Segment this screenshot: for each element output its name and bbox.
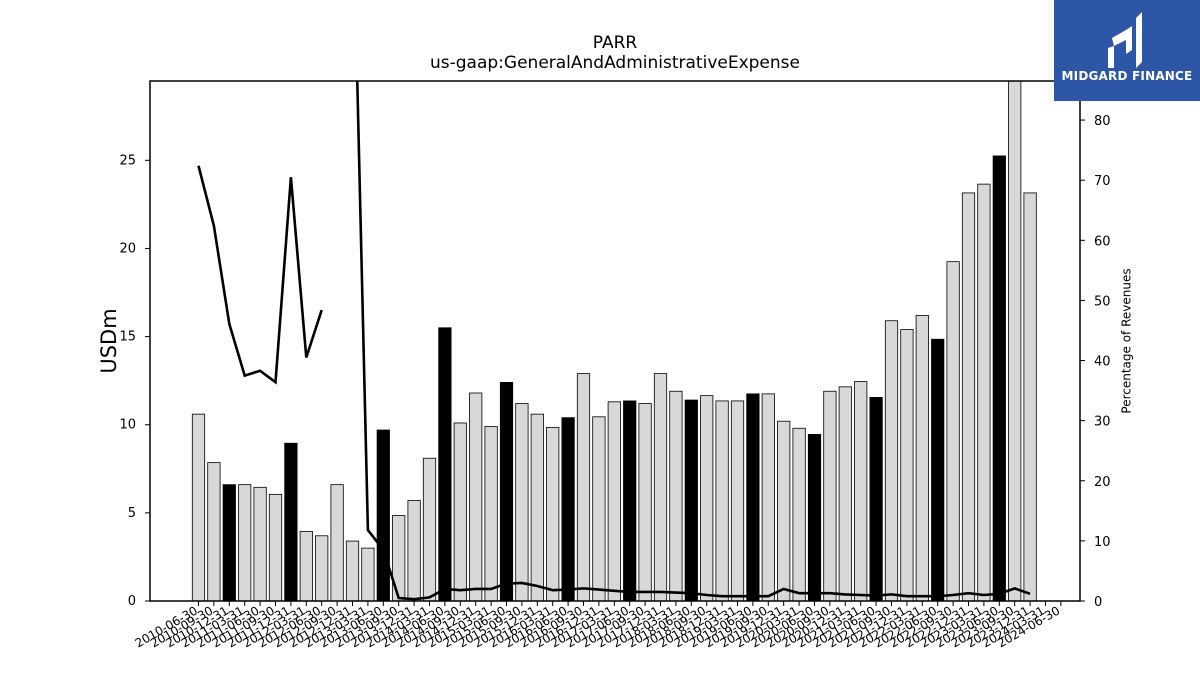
bar — [469, 392, 483, 602]
bar — [777, 420, 791, 602]
y2-tick-label: 0 — [1094, 595, 1102, 610]
bar — [977, 183, 991, 602]
x-axis: 2010-06-302010-09-302010-12-312011-03-31… — [133, 601, 1062, 650]
brand-logo: MIDGARD FINANCE — [1054, 0, 1200, 101]
bar — [854, 381, 868, 602]
bar — [761, 393, 775, 602]
bar — [838, 386, 852, 602]
bar — [730, 400, 745, 602]
revenue-pct-line — [355, 81, 1031, 601]
bar — [530, 413, 544, 602]
y-tick-label: 0 — [128, 594, 136, 609]
y-tick-label: 20 — [119, 241, 136, 256]
y-axis-left: 0 5 10 15 20 25 — [119, 153, 150, 609]
bar — [669, 390, 683, 602]
bar — [684, 399, 698, 602]
bar — [807, 434, 822, 602]
bar — [653, 373, 668, 602]
bar — [715, 400, 729, 602]
bar — [946, 261, 960, 602]
bar — [638, 403, 652, 602]
bar — [961, 192, 976, 602]
plot-frame — [149, 80, 1081, 602]
bar — [330, 484, 344, 602]
bar — [268, 493, 283, 602]
bar — [915, 315, 929, 602]
logo-mark-icon — [1108, 12, 1142, 68]
bar — [345, 540, 360, 602]
bar — [361, 547, 375, 602]
bar — [884, 320, 899, 602]
bars-layer — [191, 80, 1037, 602]
y2-tick-label: 30 — [1094, 415, 1111, 430]
bar — [284, 442, 298, 602]
bar — [1008, 80, 1022, 602]
y2-tick-label: 40 — [1094, 355, 1111, 370]
bar — [222, 484, 236, 602]
bar — [422, 457, 437, 602]
bar — [561, 417, 575, 602]
bar — [207, 462, 221, 602]
bar — [438, 327, 452, 602]
bar — [484, 426, 498, 602]
y-tick-label: 10 — [119, 418, 136, 433]
bar — [376, 429, 390, 602]
bar — [407, 500, 421, 602]
y-tick-label: 5 — [128, 506, 136, 521]
y2-tick-label: 50 — [1094, 294, 1111, 309]
bar — [931, 338, 945, 602]
y-tick-label: 15 — [119, 330, 136, 345]
y-tick-label: 25 — [119, 153, 136, 168]
bar — [499, 382, 514, 602]
y2-tick-label: 20 — [1094, 475, 1111, 490]
bar — [546, 426, 560, 602]
logo-text: MIDGARD FINANCE — [1061, 69, 1193, 83]
y2-tick-label: 70 — [1094, 174, 1111, 189]
bar — [900, 329, 914, 602]
y2-tick-label: 60 — [1094, 234, 1111, 249]
bar — [869, 397, 883, 602]
bar — [515, 403, 529, 602]
chart-subtitle: us-gaap:GeneralAndAdministrativeExpense — [430, 53, 800, 73]
bar — [299, 530, 313, 602]
y2-tick-label: 80 — [1094, 114, 1111, 129]
chart-title: PARR — [593, 33, 638, 53]
bar — [315, 535, 329, 602]
bar — [592, 416, 606, 602]
bar — [700, 395, 714, 602]
bar — [576, 373, 591, 602]
bar — [453, 422, 467, 602]
bar — [607, 401, 621, 602]
bar — [992, 155, 1006, 602]
bar — [623, 400, 637, 602]
y2-axis-label: Percentage of Revenues — [1120, 268, 1134, 413]
bar — [253, 486, 267, 602]
bar — [823, 390, 837, 602]
bar — [746, 393, 760, 602]
bar — [1023, 192, 1037, 602]
bar — [792, 427, 806, 602]
y-axis-label: USDm — [97, 308, 121, 373]
bar — [238, 484, 252, 602]
bar — [191, 413, 206, 602]
line-layer — [197, 81, 1031, 601]
y-axis-right: 0 10 20 30 40 50 60 70 80 — [1080, 114, 1111, 610]
revenue-pct-line — [197, 165, 323, 385]
y2-tick-label: 10 — [1094, 535, 1111, 550]
